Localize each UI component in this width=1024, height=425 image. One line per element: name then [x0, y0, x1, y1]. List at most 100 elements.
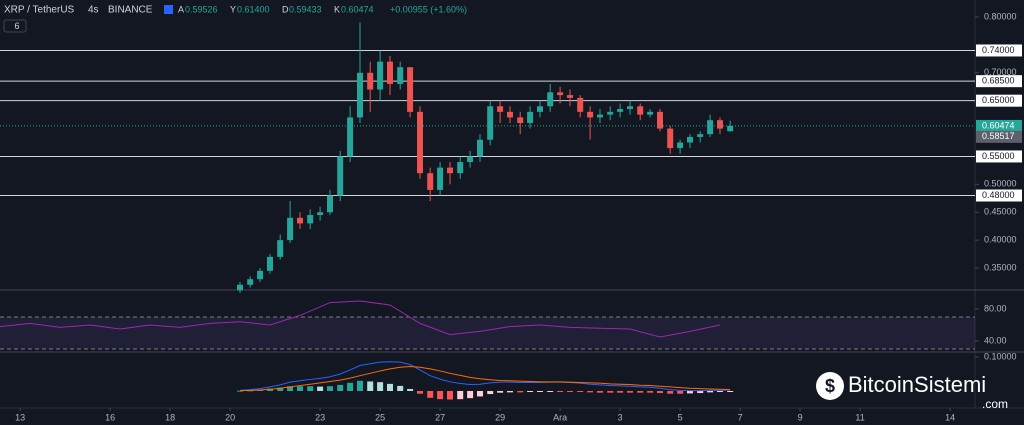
rsi-tick-label: 40.00 [984, 335, 1007, 345]
last-price-label: 0.60474 [982, 120, 1015, 130]
macd-histogram-bar [237, 390, 243, 392]
interval: 4s [88, 5, 99, 16]
level-label-box [976, 150, 1022, 163]
indicator-toggle[interactable] [3, 19, 27, 33]
macd-histogram-bar [577, 390, 584, 392]
y-tick-label: 0.50000 [984, 179, 1017, 189]
candle-body [647, 111, 654, 115]
level-label: 0.74000 [982, 45, 1015, 55]
macd-histogram-bar [447, 390, 453, 400]
candle-body [347, 117, 354, 157]
candle-body [527, 111, 534, 123]
y-tick-label: 0.35000 [984, 262, 1017, 272]
candle-body [327, 195, 333, 213]
candle-body [717, 120, 723, 129]
macd-histogram-bar [287, 386, 294, 391]
macd-histogram-bar [657, 390, 663, 394]
x-tick-label: 11 [855, 412, 864, 422]
exchange: BINANCE [108, 5, 153, 16]
candle-body [537, 106, 543, 112]
rsi-line [0, 300, 721, 338]
macd-histogram-bar [397, 385, 404, 391]
macd-histogram-bar [277, 387, 284, 391]
macd-histogram-bar [387, 383, 393, 391]
x-tick-label: 3 [618, 412, 623, 422]
level-label: 0.65000 [982, 95, 1015, 105]
y-tick-label: 0.40000 [984, 235, 1017, 245]
x-tick-label: 23 [315, 412, 325, 422]
legend-key: K [334, 4, 340, 14]
candle-body [517, 117, 524, 123]
candle-body [487, 106, 494, 140]
candle-body [267, 256, 273, 271]
macd-histogram-bar [617, 390, 624, 393]
indicator-count[interactable]: 6 [14, 21, 19, 31]
watermark-brand: BitcoinSistemi [848, 372, 986, 397]
macd-histogram-bar [317, 386, 324, 391]
signal-line [239, 366, 731, 392]
x-tick-label: 7 [738, 412, 743, 422]
x-tick-label: 27 [435, 412, 445, 422]
watermark-logo [816, 372, 844, 400]
rsi-band-fill [0, 317, 975, 349]
macd-histogram-bar [637, 390, 644, 393]
candle-body [587, 111, 594, 118]
macd-histogram-bar [437, 390, 444, 400]
x-tick-label: 14 [945, 412, 955, 422]
candle-body [467, 156, 474, 163]
x-tick-label: 20 [225, 412, 235, 422]
macd-histogram-bar [507, 390, 513, 393]
candle-body [437, 167, 444, 190]
macd-histogram-bar [677, 390, 684, 394]
symbol: XRP / TetherUS [4, 5, 75, 16]
last-price-box [976, 119, 1022, 132]
candle-body [307, 215, 314, 224]
macd-histogram-bar [367, 381, 374, 391]
macd-histogram-bar [427, 390, 434, 398]
macd-histogram-bar [647, 390, 654, 393]
rsi-tick-label: 80.00 [984, 303, 1007, 313]
candle-body [357, 72, 363, 118]
candle-body [277, 240, 284, 257]
candle-body [237, 284, 243, 291]
candle-body [697, 134, 704, 137]
legend-key: D [282, 4, 289, 14]
macd-histogram-bar [267, 388, 273, 391]
candle-body [297, 217, 303, 224]
macd-histogram-bar [557, 390, 564, 392]
macd-histogram-bar [307, 386, 314, 391]
x-tick-label: Ara [553, 412, 567, 422]
candle-body [407, 67, 414, 112]
x-tick-label: 16 [105, 412, 115, 422]
candle-body [247, 279, 254, 285]
level-label: 0.55000 [982, 151, 1015, 161]
y-tick-label: 0.70000 [984, 67, 1017, 77]
price-label: 0.58517 [982, 131, 1015, 141]
candle-body [377, 61, 384, 90]
macd-histogram-bar [687, 390, 693, 394]
macd-histogram-bar [697, 390, 704, 394]
price-label-box [976, 130, 1022, 143]
candle-body [547, 92, 554, 107]
macd-histogram-bar [337, 384, 344, 391]
candle-body [637, 106, 644, 115]
candle-body [497, 106, 504, 112]
macd-histogram-bar [627, 390, 633, 393]
candle-body [607, 111, 614, 115]
macd-histogram-bar [567, 390, 573, 392]
candle-body [507, 111, 513, 118]
macd-histogram-bar [347, 382, 354, 391]
candle-body [317, 212, 324, 216]
candle-body [447, 167, 453, 174]
candle-body [457, 162, 464, 174]
level-label: 0.68500 [982, 76, 1015, 86]
change: +0.00955 (+1.60%) [390, 4, 467, 14]
candle-body [677, 142, 684, 149]
legend-key: Y [230, 4, 236, 14]
macd-histogram-bar [667, 390, 674, 394]
macd-histogram-bar [597, 390, 603, 393]
macd-histogram-bar [517, 390, 524, 393]
